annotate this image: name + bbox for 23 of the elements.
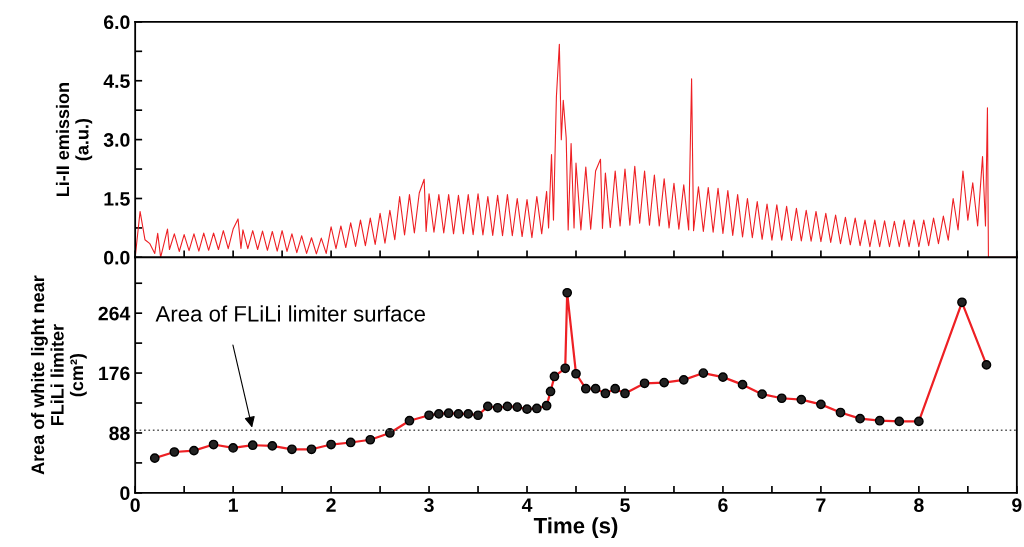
y-axis-title: Area of white light near FLiLi limiter (cm²) bbox=[30, 275, 87, 475]
x-tick-label: 2 bbox=[326, 498, 336, 512]
y-tick-label: 264 bbox=[98, 306, 131, 321]
y-tick-label: 6.0 bbox=[103, 15, 130, 30]
x-axis-title: Time (s) bbox=[533, 517, 618, 538]
y-tick-label: 1.5 bbox=[104, 192, 130, 206]
x-tick-label: 7 bbox=[816, 498, 826, 512]
y-tick-label: 0 bbox=[120, 486, 130, 501]
y-tick-label: 176 bbox=[99, 366, 130, 381]
x-tick-label: 5 bbox=[620, 498, 630, 512]
x-tick-label: 8 bbox=[914, 498, 924, 512]
x-tick-label: 1 bbox=[228, 498, 238, 512]
y-axis-title: Li-II emission (a.u.) bbox=[55, 83, 93, 197]
y-tick-label: 0.0 bbox=[104, 250, 130, 265]
y-tick-label: 88 bbox=[109, 426, 130, 441]
y-tick-label: 3.0 bbox=[103, 133, 130, 147]
x-tick-label: 4 bbox=[521, 498, 533, 512]
x-tick-label: 6 bbox=[718, 498, 728, 512]
x-tick-label: 3 bbox=[424, 498, 434, 513]
y-tick-label: 4.5 bbox=[103, 74, 130, 88]
x-tick-label: 9 bbox=[1012, 498, 1022, 512]
annotation: Area of FLiLi limiter surface bbox=[155, 305, 425, 322]
x-tick-label: 0 bbox=[130, 498, 140, 512]
